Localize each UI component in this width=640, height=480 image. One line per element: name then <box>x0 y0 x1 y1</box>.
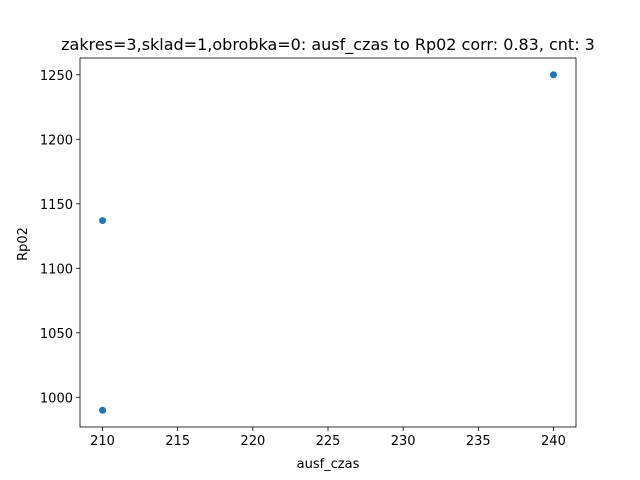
y-axis-title: Rp02 <box>16 227 31 261</box>
x-tick-label: 235 <box>466 434 491 449</box>
y-tick-label: 1100 <box>40 262 73 277</box>
plot-area: 210 215 220 225 230 235 240 1000 1050 1100 1150 120… <box>40 57 577 449</box>
x-axis-title: ausf_czas <box>297 457 360 472</box>
x-tick-label: 210 <box>90 434 115 449</box>
x-tick-label: 215 <box>165 434 190 449</box>
data-point <box>99 406 107 414</box>
y-tick-label: 1200 <box>40 133 73 148</box>
chart-title: zakres=3,sklad=1,obrobka=0: ausf_czas to… <box>61 35 595 55</box>
axes-frame <box>79 57 577 428</box>
x-tick-label: 240 <box>541 434 566 449</box>
y-tick-label: 1150 <box>40 198 73 213</box>
x-tick-label: 230 <box>391 434 416 449</box>
y-tick-label: 1250 <box>40 69 73 84</box>
y-tick-label: 1050 <box>40 327 73 342</box>
x-tick-label: 225 <box>316 434 341 449</box>
data-point <box>99 217 107 225</box>
data-point <box>549 71 557 79</box>
y-tick-label: 1000 <box>40 391 73 406</box>
x-tick-label: 220 <box>240 434 265 449</box>
